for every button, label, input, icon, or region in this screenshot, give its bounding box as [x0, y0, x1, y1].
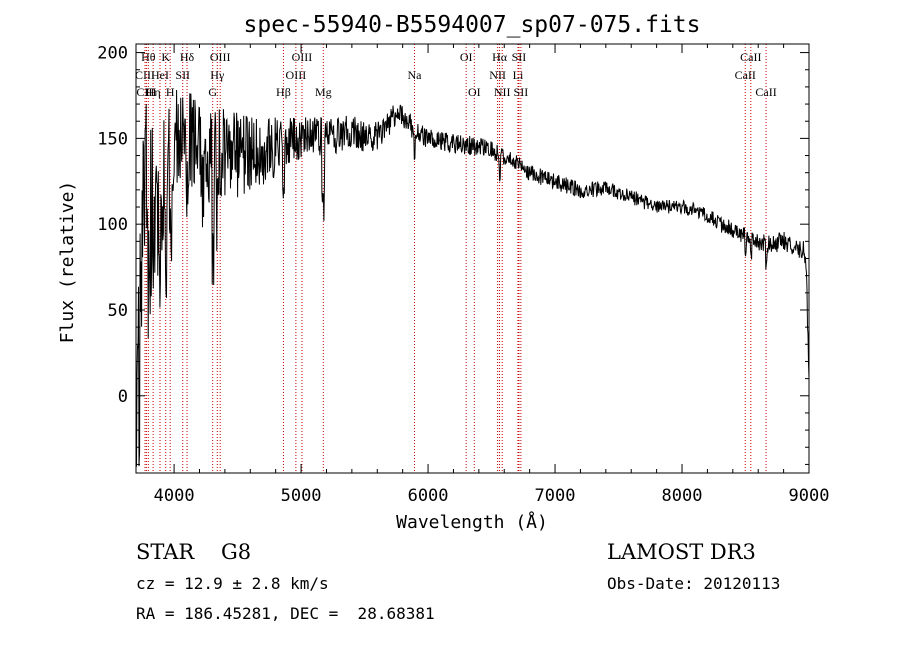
redshift-cz: cz = 12.9 ± 2.8 km/s — [136, 574, 329, 593]
line-label-19: Hα — [492, 50, 508, 64]
line-label-20: NII — [489, 68, 506, 82]
line-label-3: Hη — [146, 85, 161, 99]
plot-frame — [135, 43, 810, 474]
line-label-14: OIII — [286, 68, 307, 82]
line-label-27: CaII — [755, 85, 776, 99]
line-label-16: Na — [407, 68, 422, 82]
x-tick-label: 7000 — [535, 486, 576, 506]
object-class: STAR — [136, 540, 195, 564]
y-tick-label: 0 — [118, 387, 128, 407]
chart-title: spec-55940-B5594007_sp07-075.fits — [244, 12, 701, 38]
line-label-6: H — [166, 85, 175, 99]
x-tick-label: 8000 — [662, 486, 703, 506]
spectral-line-markers — [144, 44, 767, 473]
x-tick-label: 4000 — [154, 486, 195, 506]
line-label-2: CIII — [136, 85, 156, 99]
y-tick-label: 50 — [108, 301, 128, 321]
line-label-15: Mg — [315, 85, 332, 99]
object-subclass: G8 — [220, 540, 252, 564]
y-tick-label: 100 — [97, 215, 128, 235]
x-axis-label: Wavelength (Å) — [396, 511, 548, 533]
line-label-17: OI — [460, 50, 473, 64]
line-label-0: Hθ — [141, 50, 156, 64]
line-label-13: OIII — [292, 50, 313, 64]
line-label-4: K — [161, 50, 170, 64]
line-label-24: SII — [514, 85, 529, 99]
line-label-8: SII — [175, 68, 190, 82]
survey-name: LAMOST DR3 — [607, 540, 756, 564]
x-tick-label: 6000 — [408, 486, 449, 506]
coordinates: RA = 186.45281, DEC = 28.68381 — [136, 604, 435, 623]
observation-date: Obs-Date: 20120113 — [607, 574, 781, 593]
y-axis-label: Flux (relative) — [57, 181, 78, 344]
line-label-7: Hδ — [180, 50, 195, 64]
line-label-10: Hγ — [210, 68, 225, 82]
y-tick-label: 150 — [97, 129, 128, 149]
x-tick-label: 5000 — [281, 486, 322, 506]
spectrum-series — [136, 89, 810, 467]
line-label-11: G — [208, 85, 217, 99]
line-label-21: NII — [494, 85, 511, 99]
line-label-12: Hβ — [276, 85, 291, 99]
x-tick-label: 9000 — [789, 486, 830, 506]
x-axis-ticks: 4000 5000 6000 7000 8000 9000 — [154, 44, 830, 506]
y-tick-label: 200 — [97, 44, 128, 64]
line-label-1: CIII — [135, 68, 155, 82]
line-label-5: HeI — [151, 68, 169, 82]
line-label-25: CaII — [740, 50, 761, 64]
line-label-9: OIII — [210, 50, 231, 64]
y-axis-ticks: 0 50 100 150 200 — [97, 44, 809, 465]
line-label-18: OI — [468, 85, 481, 99]
line-label-26: CaII — [735, 68, 756, 82]
object-class-row: STAR G8 — [136, 540, 251, 564]
line-label-22: SII — [512, 50, 527, 64]
line-label-23: Li — [513, 68, 524, 82]
